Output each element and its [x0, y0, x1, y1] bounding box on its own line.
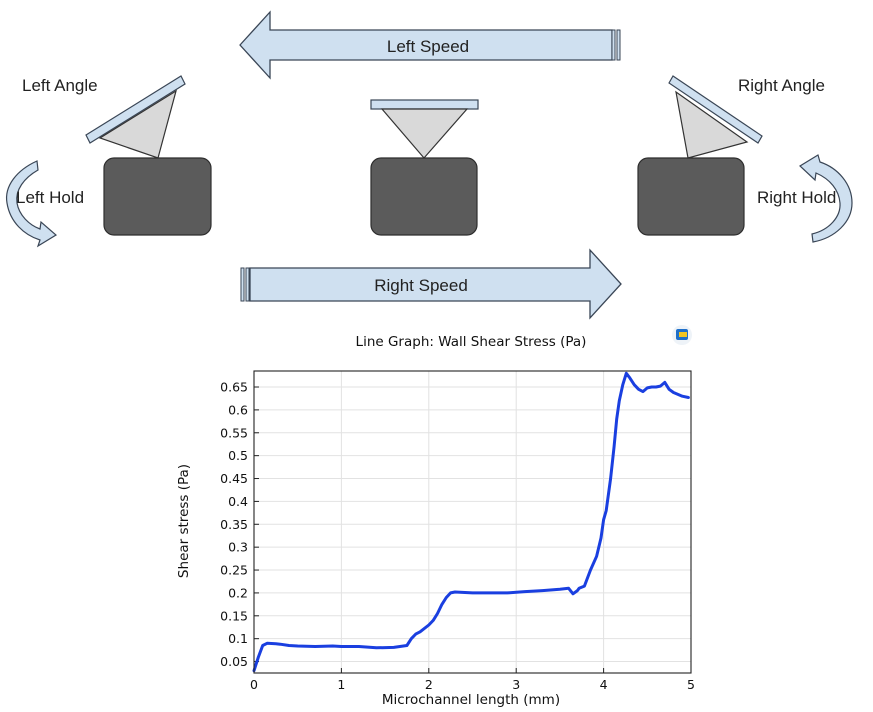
y-tick-label: 0.05: [220, 654, 248, 669]
center-assembly: [370, 99, 479, 236]
plot-grid: [253, 371, 692, 673]
center-plate: [370, 99, 479, 110]
y-tick-label: 0.2: [228, 585, 248, 600]
y-tick-label: 0.6: [228, 402, 248, 417]
left-block: [103, 157, 212, 236]
y-tick-label: 0.35: [220, 517, 248, 532]
right-hold-curved-arrow: [799, 154, 853, 243]
right-block: [637, 157, 745, 236]
right-tilt-assembly: Right Angle Right Hold: [637, 75, 853, 243]
left-hold-curved-arrow: [6, 160, 58, 248]
y-tick-label: 0.25: [220, 563, 248, 578]
right-triangle: [675, 90, 749, 159]
right-plate: [668, 75, 763, 144]
left-tilt-assembly: Left Angle Left Hold: [6, 75, 212, 248]
x-tick-label: 1: [337, 677, 345, 692]
shear-stress-chart: Line Graph: Wall Shear Stress (Pa) 0 1 2 3 4…: [176, 325, 695, 708]
left-plate: [85, 75, 186, 144]
y-tick-label: 0.65: [220, 380, 248, 395]
x-tick-label: 4: [600, 677, 608, 692]
y-tick-label: 0.55: [220, 425, 248, 440]
app-logo-icon: [672, 325, 692, 345]
plot-frame: [253, 370, 692, 674]
right-angle-label: Right Angle: [738, 76, 825, 95]
right-speed-label: Right Speed: [374, 276, 468, 295]
left-speed-arrow: Left Speed: [239, 10, 621, 80]
x-tick-labels: 0 1 2 3 4 5: [250, 677, 695, 692]
right-hold-label: Right Hold: [757, 188, 836, 207]
chart-title: Line Graph: Wall Shear Stress (Pa): [356, 334, 587, 350]
y-tick-labels: 0.05 0.1 0.15 0.2 0.25 0.3 0.35 0.4 0.45 0.5 0.55 0…: [220, 380, 248, 670]
shear-stress-series-line: [252, 371, 690, 673]
y-tick-label: 0.4: [228, 494, 248, 509]
y-tick-label: 0.45: [220, 471, 248, 486]
y-tick-label: 0.1: [228, 631, 248, 646]
left-speed-label: Left Speed: [387, 37, 469, 56]
y-axis-label: Shear stress (Pa): [176, 464, 192, 578]
center-triangle: [380, 108, 469, 159]
left-hold-label: Left Hold: [16, 188, 84, 207]
left-angle-label: Left Angle: [22, 76, 98, 95]
plot-line-layer: [252, 371, 690, 673]
center-block: [370, 157, 478, 236]
x-tick-label: 5: [687, 677, 695, 692]
x-tick-label: 2: [425, 677, 433, 692]
x-tick-label: 0: [250, 677, 258, 692]
rocker-diagram: Left Speed Right Speed Left Angle Left H…: [6, 10, 853, 320]
y-tick-label: 0.5: [228, 448, 248, 463]
right-speed-arrow: Right Speed: [240, 248, 622, 320]
y-tick-label: 0.15: [220, 608, 248, 623]
x-axis-label: Microchannel length (mm): [382, 692, 560, 708]
left-triangle: [98, 89, 177, 159]
x-tick-label: 3: [512, 677, 520, 692]
y-tick-label: 0.3: [228, 540, 248, 555]
